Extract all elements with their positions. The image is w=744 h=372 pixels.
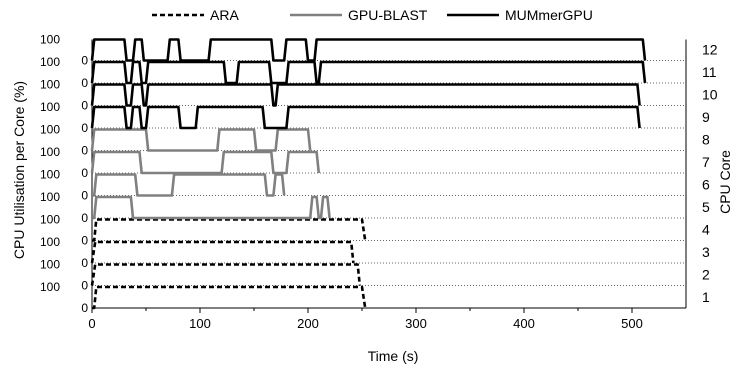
series-line-mummergpu bbox=[90, 83, 641, 107]
row-tick-label-100: 100 bbox=[40, 33, 60, 47]
core-label: 5 bbox=[702, 199, 710, 215]
core-label: 10 bbox=[702, 87, 718, 103]
row-tick-label-100: 100 bbox=[40, 145, 60, 159]
series-lines bbox=[90, 38, 647, 310]
series-line-ara bbox=[92, 285, 367, 310]
row-tick-label-0: 0 bbox=[81, 99, 88, 113]
x-axis: 0 100 200 300 400 500 bbox=[88, 39, 687, 331]
row-tick-label-0: 0 bbox=[81, 279, 88, 293]
row-tick-label-0: 0 bbox=[81, 144, 88, 158]
series-line-gpu-blast bbox=[92, 195, 331, 220]
row-tick-label-100: 100 bbox=[40, 168, 60, 182]
series-line-mummergpu bbox=[90, 105, 641, 130]
y-axis-label-right: CPU Core bbox=[717, 150, 733, 214]
core-label: 12 bbox=[702, 42, 718, 58]
series-line-gpu-blast bbox=[90, 150, 321, 175]
x-tick-label: 500 bbox=[621, 316, 643, 331]
row-tick-label-100: 100 bbox=[40, 190, 60, 204]
row-tick-label-100: 100 bbox=[40, 280, 60, 294]
x-axis-label: Time (s) bbox=[368, 348, 419, 364]
legend: ARA GPU-BLAST MUMmerGPU bbox=[152, 7, 593, 23]
row-tick-label-0: 0 bbox=[81, 121, 88, 135]
left-tick-labels: 0 100 0 100 0 100 0 100 0 100 0 100 0 100 0 100 0 100 0 100… bbox=[40, 33, 88, 316]
row-tick-label-100: 100 bbox=[40, 55, 60, 69]
core-label: 9 bbox=[702, 109, 710, 125]
series-line-ara bbox=[90, 263, 362, 286]
row-tick-label-100: 100 bbox=[40, 100, 60, 114]
core-label: 11 bbox=[702, 64, 717, 80]
row-tick-label-100: 100 bbox=[40, 235, 60, 249]
core-label: 2 bbox=[702, 267, 710, 283]
core-label: 4 bbox=[702, 222, 710, 238]
row-tick-label-0: 0 bbox=[81, 166, 88, 180]
row-tick-label-0: 0 bbox=[81, 211, 88, 225]
series-line-mummergpu bbox=[90, 60, 647, 85]
series-line-gpu-blast bbox=[92, 173, 286, 197]
core-label: 1 bbox=[702, 289, 710, 305]
row-tick-label-0: 0 bbox=[81, 234, 88, 248]
row-tick-label-0: 0 bbox=[81, 54, 88, 68]
x-tick-label: 300 bbox=[405, 316, 427, 331]
legend-label: MUMmerGPU bbox=[505, 7, 593, 23]
legend-label: ARA bbox=[210, 7, 239, 23]
series-line-gpu-blast bbox=[90, 128, 312, 152]
series-line-mummergpu bbox=[90, 38, 647, 62]
row-tick-label-0: 0 bbox=[81, 189, 88, 203]
y-axis-label: CPU Utilisation per Core (%) bbox=[11, 81, 27, 259]
row-tick-label-100: 100 bbox=[40, 258, 60, 272]
row-tick-label-100: 100 bbox=[40, 78, 60, 92]
core-label: 3 bbox=[702, 244, 710, 260]
row-tick-label-100: 100 bbox=[40, 213, 60, 227]
series-line-ara bbox=[90, 240, 355, 264]
row-tick-label-0: 0 bbox=[81, 301, 88, 315]
row-tick-label-0: 0 bbox=[81, 76, 88, 90]
series-line-ara bbox=[92, 218, 367, 242]
row-tick-label-0: 0 bbox=[81, 256, 88, 270]
legend-label: GPU-BLAST bbox=[348, 7, 428, 23]
x-tick-label: 200 bbox=[297, 316, 319, 331]
x-tick-label: 100 bbox=[189, 316, 211, 331]
core-label: 7 bbox=[702, 154, 710, 170]
core-label: 6 bbox=[702, 177, 710, 193]
row-tick-label-100: 100 bbox=[40, 123, 60, 137]
x-tick-label: 0 bbox=[88, 316, 95, 331]
core-label: 8 bbox=[702, 132, 710, 148]
x-tick-label: 400 bbox=[513, 316, 535, 331]
